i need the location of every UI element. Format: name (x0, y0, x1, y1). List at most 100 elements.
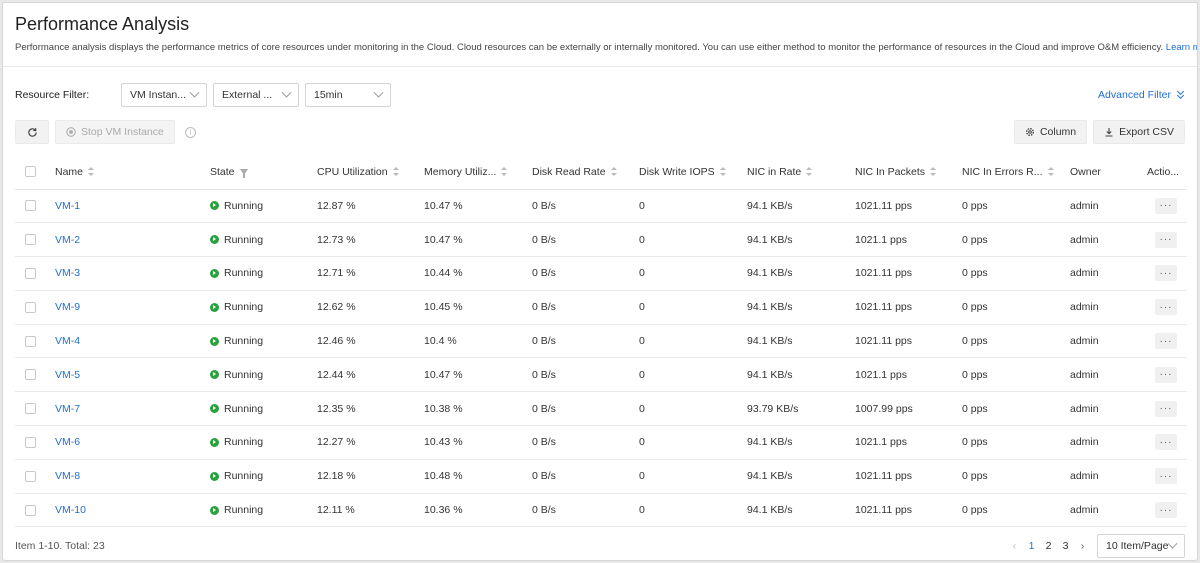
more-actions-button[interactable]: ··· (1155, 265, 1177, 282)
page-3-button[interactable]: 3 (1062, 540, 1069, 552)
column-header-owner: Owner (1070, 155, 1147, 190)
more-actions-button[interactable]: ··· (1155, 468, 1177, 485)
table-row[interactable]: VM-10 Running 12.11 % 10.36 % 0 B/s 0 94.1 KB/… (15, 493, 1187, 528)
sort-icon[interactable] (610, 167, 617, 177)
owner-cell: admin (1070, 290, 1147, 325)
table-row[interactable]: VM-2 Running 12.73 % 10.47 % 0 B/s 0 94.1 KB/s… (15, 222, 1187, 258)
column-header-label: State (210, 165, 235, 178)
column-header-cpu[interactable]: CPU Utilization (317, 155, 424, 190)
state-indicator: Running (210, 234, 317, 246)
prev-page-button[interactable]: ‹ (1012, 540, 1017, 552)
nic-packets-cell: 1021.1 pps (855, 357, 962, 393)
filter-icon[interactable] (239, 168, 248, 178)
column-header-disk-write[interactable]: Disk Write IOPS (639, 155, 747, 190)
row-checkbox[interactable] (25, 436, 36, 448)
vm-name-link[interactable]: VM-8 (55, 470, 81, 483)
sort-icon[interactable] (719, 167, 726, 177)
column-header-nic-errors[interactable]: NIC In Errors R... (962, 155, 1070, 190)
play-circle-icon (210, 471, 219, 481)
table-row[interactable]: VM-9 Running 12.62 % 10.45 % 0 B/s 0 94.1 KB/s… (15, 290, 1187, 325)
table-row[interactable]: VM-4 Running 12.46 % 10.4 % 0 B/s 0 94.1 KB/s 1… (15, 324, 1187, 359)
column-header-memory[interactable]: Memory Utiliz... (424, 155, 532, 190)
column-header-nic-rate[interactable]: NIC in Rate (747, 155, 855, 190)
more-actions-button[interactable]: ··· (1155, 400, 1177, 417)
column-button[interactable]: Column (1013, 120, 1088, 144)
actions-cell: ··· (1147, 290, 1187, 325)
owner-cell: admin (1070, 256, 1147, 291)
vm-name-link[interactable]: VM-7 (55, 402, 81, 415)
monitor-type-select[interactable]: External ... (213, 83, 299, 107)
nic-errors-cell: 0 pps (962, 189, 1070, 224)
state-cell: Running (210, 357, 317, 393)
cpu-cell: 12.73 % (317, 222, 424, 258)
info-icon[interactable]: i (184, 126, 196, 138)
table-row[interactable]: VM-5 Running 12.44 % 10.47 % 0 B/s 0 94.1 KB/s… (15, 357, 1187, 393)
row-checkbox[interactable] (25, 403, 36, 415)
name-cell: VM-1 (55, 189, 210, 224)
row-checkbox[interactable] (25, 369, 36, 381)
nic-rate-cell: 94.1 KB/s (747, 256, 855, 291)
column-header-nic-packets[interactable]: NIC In Packets (855, 155, 962, 190)
vm-name-link[interactable]: VM-3 (55, 267, 81, 280)
stop-vm-instance-button[interactable]: Stop VM Instance (55, 120, 175, 144)
more-actions-button[interactable]: ··· (1155, 197, 1177, 214)
next-page-button[interactable]: › (1080, 540, 1085, 552)
sort-icon[interactable] (806, 167, 813, 177)
export-csv-button[interactable]: Export CSV (1093, 120, 1185, 144)
resource-type-select[interactable]: VM Instan... (121, 83, 207, 107)
refresh-button[interactable] (15, 120, 49, 144)
more-actions-button[interactable]: ··· (1155, 231, 1177, 248)
column-header-disk-read[interactable]: Disk Read Rate (532, 155, 639, 190)
play-circle-icon (210, 302, 219, 312)
page-2-button[interactable]: 2 (1045, 540, 1052, 552)
row-select-cell (15, 459, 55, 494)
sort-icon[interactable] (501, 167, 508, 177)
chevron-down-icon (189, 87, 200, 98)
more-actions-button[interactable]: ··· (1155, 502, 1177, 519)
sort-icon[interactable] (392, 167, 399, 177)
table-row[interactable]: VM-7 Running 12.35 % 10.38 % 0 B/s 0 93.79 KB/… (15, 391, 1187, 427)
chevron-down-icon (281, 87, 292, 98)
sort-icon[interactable] (88, 167, 95, 177)
page-size-select[interactable]: 10 Item/Page (1097, 534, 1185, 558)
nic-packets-cell: 1021.11 pps (855, 324, 962, 359)
row-checkbox[interactable] (25, 470, 36, 482)
advanced-filter-toggle[interactable]: Advanced Filter (1098, 87, 1185, 101)
page-1-button[interactable]: 1 (1028, 540, 1035, 552)
row-checkbox[interactable] (25, 267, 36, 279)
learn-more-link[interactable]: Learn more. (1165, 42, 1197, 53)
vm-name-link[interactable]: VM-10 (55, 504, 86, 517)
more-actions-button[interactable]: ··· (1155, 434, 1177, 451)
table-row[interactable]: VM-3 Running 12.71 % 10.44 % 0 B/s 0 94.1 KB/s… (15, 256, 1187, 291)
nic-errors-cell: 0 pps (962, 324, 1070, 359)
vm-name-link[interactable]: VM-6 (55, 436, 81, 449)
nic-rate-cell: 94.1 KB/s (747, 425, 855, 460)
more-actions-button[interactable]: ··· (1155, 366, 1177, 383)
table-row[interactable]: VM-6 Running 12.27 % 10.43 % 0 B/s 0 94.1 KB/s… (15, 425, 1187, 460)
row-checkbox[interactable] (25, 200, 36, 212)
vm-name-link[interactable]: VM-5 (55, 368, 81, 381)
nic-packets-cell: 1021.11 pps (855, 189, 962, 224)
column-header-state[interactable]: State (210, 155, 317, 190)
more-actions-button[interactable]: ··· (1155, 333, 1177, 350)
page-header: Performance Analysis Performance analysi… (3, 3, 1197, 67)
column-header-name[interactable]: Name (55, 155, 210, 190)
row-checkbox[interactable] (25, 301, 36, 313)
select-all-checkbox[interactable] (25, 166, 36, 178)
vm-name-link[interactable]: VM-9 (55, 301, 81, 314)
vm-name-link[interactable]: VM-4 (55, 335, 81, 348)
row-checkbox[interactable] (25, 335, 36, 347)
vm-name-link[interactable]: VM-1 (55, 199, 81, 212)
vm-name-link[interactable]: VM-2 (55, 233, 81, 246)
state-cell: Running (210, 189, 317, 224)
interval-select[interactable]: 15min (305, 83, 391, 107)
more-actions-button[interactable]: ··· (1155, 299, 1177, 316)
page-title: Performance Analysis (15, 14, 190, 34)
sort-icon[interactable] (930, 167, 937, 177)
table-row[interactable]: VM-1 Running 12.87 % 10.47 % 0 B/s 0 94.1 KB/s… (15, 189, 1187, 224)
memory-cell: 10.47 % (424, 357, 532, 393)
table-row[interactable]: VM-8 Running 12.18 % 10.48 % 0 B/s 0 94.1 KB/s… (15, 459, 1187, 494)
row-checkbox[interactable] (25, 234, 36, 246)
row-checkbox[interactable] (25, 504, 36, 516)
sort-icon[interactable] (1047, 167, 1054, 177)
